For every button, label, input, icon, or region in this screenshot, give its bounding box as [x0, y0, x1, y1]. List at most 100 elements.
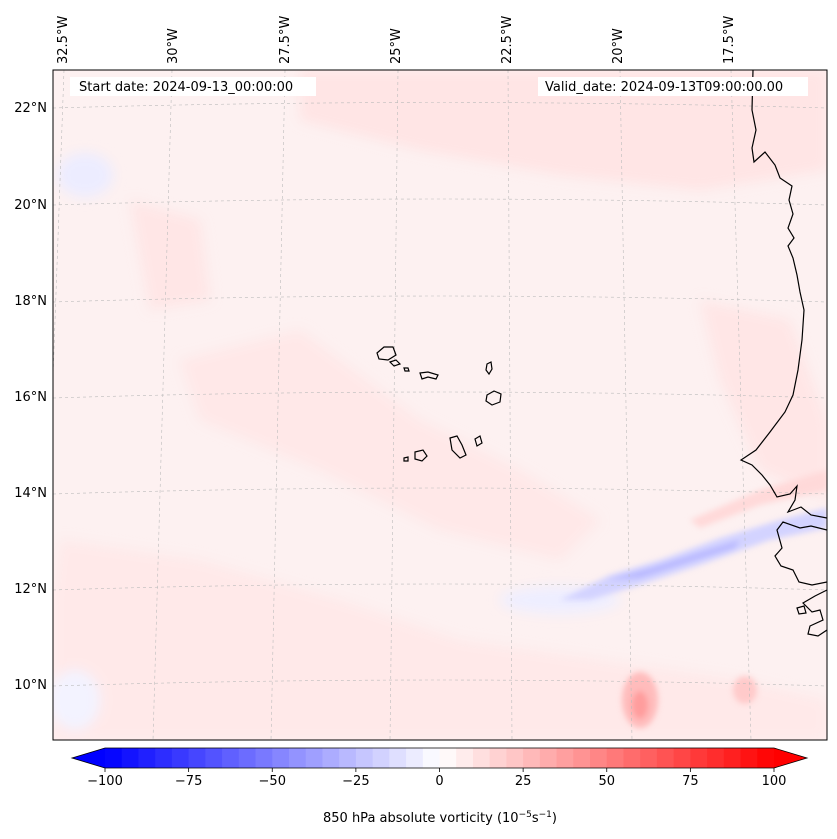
colorbar-tick-label-2: −50	[259, 774, 286, 789]
cape-verde-brava	[403, 456, 409, 462]
colorbar-low-extension	[72, 748, 105, 768]
colorbar-bin-14	[339, 748, 357, 768]
lat-label-16n: 16°N	[14, 390, 47, 405]
colorbar-bin-33	[656, 748, 675, 768]
lat-gridline-14n	[53, 487, 827, 495]
positive-band-central	[180, 330, 600, 560]
colorbar-high-extension	[774, 748, 807, 768]
colorbar-bin-5	[188, 748, 206, 768]
colorbar-tick-label-0: −100	[87, 774, 123, 789]
colorbar-bin-39	[757, 748, 775, 768]
colorbar-bin-38	[740, 748, 758, 768]
longitude-labels: 32.5°W 30°W 27.5°W 25°W 22.5°W 20°W 17.5…	[56, 16, 737, 64]
colorbar-bin-32	[640, 748, 658, 768]
colorbar-bins	[105, 748, 775, 768]
lat-label-12n: 12°N	[14, 582, 47, 597]
colorbar-tick-label-4: 0	[435, 774, 443, 789]
colorbar-bin-20	[439, 748, 457, 768]
positive-max-southeast	[733, 676, 757, 704]
positive-band-coast	[700, 300, 827, 500]
colorbar-bin-11	[288, 748, 307, 768]
cape-verde-santo-antao	[376, 346, 397, 361]
valid-date-box	[538, 77, 808, 96]
positive-band-north	[300, 70, 827, 190]
colorbar-bin-28	[573, 748, 591, 768]
lat-gridline-20n	[53, 198, 827, 206]
lat-gridline-16n	[53, 391, 827, 399]
cape-verde-sao-vicente	[388, 359, 402, 367]
lon-gridline-27-5w	[270, 70, 286, 740]
lon-gridline-17-5w	[730, 70, 752, 740]
gridlines	[53, 70, 827, 740]
positive-band-itcz	[690, 470, 827, 528]
colorbar-bin-2	[138, 748, 156, 768]
lon-gridline-20w	[619, 70, 633, 740]
colorbar-bin-24	[506, 748, 524, 768]
lon-label-17-5w: 17.5°W	[722, 16, 737, 64]
lon-gridline-25w	[389, 70, 399, 740]
bissagos-islands	[796, 605, 807, 615]
colorbar-bin-4	[171, 748, 190, 768]
cape-verde-santiago	[449, 435, 467, 459]
lat-label-14n: 14°N	[14, 486, 47, 501]
guinea-bissau-coast	[802, 589, 827, 637]
negative-patch-west	[57, 153, 113, 197]
lon-gridline-30w	[152, 70, 173, 740]
colorbar-bin-25	[523, 748, 541, 768]
colorbar-tick-label-3: −25	[342, 774, 369, 789]
cape-verde-boa-vista	[485, 390, 502, 406]
lon-label-27-5w: 27.5°W	[278, 16, 293, 64]
colorbar-bin-3	[155, 748, 173, 768]
lat-label-10n: 10°N	[14, 678, 47, 693]
lat-gridline-18n	[53, 295, 827, 303]
lon-label-25w: 25°W	[389, 28, 404, 64]
lon-label-20w: 20°W	[611, 28, 626, 64]
negative-patch-southwest	[53, 670, 100, 730]
colorbar-bin-12	[305, 748, 323, 768]
colorbar-bin-9	[255, 748, 273, 768]
map-frame	[52, 69, 828, 741]
colorbar-bin-21	[456, 748, 474, 768]
colorbar-bin-17	[389, 748, 407, 768]
lat-label-22n: 22°N	[14, 101, 47, 116]
colorbar-bin-16	[372, 748, 390, 768]
colorbar-bin-1	[121, 748, 139, 768]
start-date-box	[70, 77, 316, 96]
map-panel	[53, 70, 827, 740]
colorbar-tick-label-7: 75	[682, 774, 699, 789]
colorbar-bin-37	[723, 748, 742, 768]
lat-gridline-22n	[53, 102, 827, 109]
colorbar-bin-26	[539, 748, 558, 768]
cape-verde-sao-nicolau	[419, 371, 439, 380]
colorbar-tick-label-1: −75	[175, 774, 202, 789]
colorbar-bin-27	[556, 748, 574, 768]
colorbar-bin-19	[422, 748, 440, 768]
lon-label-30w: 30°W	[166, 28, 181, 64]
cape-verde-sal	[485, 361, 493, 376]
african-coastline	[739, 70, 827, 519]
colorbar-ticks: −100 −75 −50 −25 0 25 50 75 100	[87, 768, 786, 789]
colorbar-bin-22	[472, 748, 491, 768]
senegal-gambia-coast	[774, 521, 827, 586]
lat-label-18n: 18°N	[14, 294, 47, 309]
lat-gridline-10n	[53, 679, 827, 687]
positive-max-south-core	[632, 691, 648, 719]
colorbar-bin-36	[707, 748, 725, 768]
colorbar-tick-label-5: 25	[515, 774, 532, 789]
colorbar-bin-10	[272, 748, 290, 768]
lon-gridline-22-5w	[507, 70, 513, 740]
lon-label-22-5w: 22.5°W	[500, 16, 515, 64]
colorbar-bin-30	[606, 748, 624, 768]
colorbar-label: 850 hPa absolute vorticity (10−5s−1)	[323, 810, 557, 826]
colorbar-bin-7	[222, 748, 240, 768]
lon-label-32-5w: 32.5°W	[56, 16, 71, 64]
cape-verde-maio	[474, 435, 483, 447]
colorbar-bin-6	[205, 748, 223, 768]
colorbar-bin-18	[406, 748, 424, 768]
colorbar-bin-31	[623, 748, 641, 768]
coastlines	[376, 70, 827, 637]
colorbar-tick-label-6: 50	[598, 774, 615, 789]
latitude-labels: 22°N 20°N 18°N 16°N 14°N 12°N 10°N	[14, 101, 47, 693]
colorbar-tick-label-8: 100	[762, 774, 787, 789]
